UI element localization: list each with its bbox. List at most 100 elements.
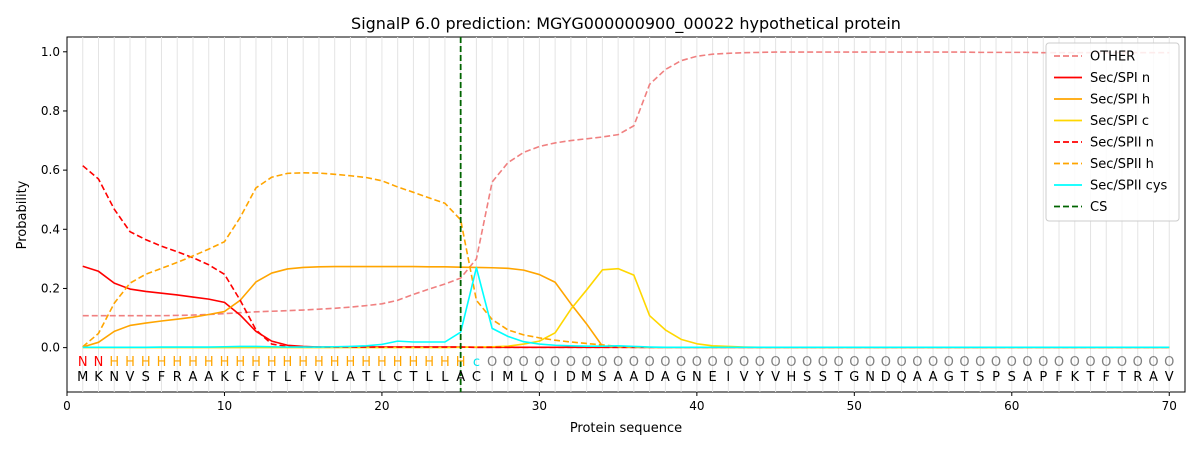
region-label: H [440, 355, 450, 370]
region-label: O [786, 355, 796, 370]
region-label: O [1133, 355, 1143, 370]
sequence-residue: M [581, 370, 592, 385]
sequence-residue: A [189, 370, 198, 385]
sequence-residue: A [1149, 370, 1158, 385]
sequence-residue: A [913, 370, 922, 385]
region-label: O [1117, 355, 1127, 370]
sequence-residue: S [803, 370, 811, 385]
legend-label: Sec/SPI n [1090, 71, 1150, 86]
sequence-residue: N [692, 370, 702, 385]
sequence-residue: A [204, 370, 213, 385]
series-line-sec-spi-c [82, 267, 1170, 349]
sequence-residue: Y [755, 370, 764, 385]
sequence-residue: L [426, 370, 434, 385]
region-label: O [1054, 355, 1064, 370]
region-label: H [283, 355, 293, 370]
legend-label: Sec/SPII h [1090, 157, 1154, 172]
sequence-residue: A [456, 370, 465, 385]
region-label: O [1070, 355, 1080, 370]
region-label: O [487, 355, 497, 370]
sequence-residue: I [490, 370, 494, 385]
sequence-residue: G [849, 370, 859, 385]
grid-lines [82, 37, 1170, 392]
sequence-residue: T [1086, 370, 1095, 385]
x-axis: 0 10 20 30 40 50 60 70 [63, 392, 1177, 413]
region-label: O [1022, 355, 1032, 370]
region-label: H [393, 355, 403, 370]
sequence-residue: I [726, 370, 730, 385]
sequence-residue: M [77, 370, 88, 385]
sequence-residue: T [408, 370, 417, 385]
region-label: H [267, 355, 277, 370]
region-label: H [172, 355, 182, 370]
region-label: O [849, 355, 859, 370]
sequence-residue: L [378, 370, 386, 385]
sequence-residue: L [520, 370, 528, 385]
region-label: O [1164, 355, 1174, 370]
region-label: O [975, 355, 985, 370]
sequence-residue: Q [896, 370, 906, 385]
sequence-residue: L [441, 370, 449, 385]
region-label: O [865, 355, 875, 370]
region-label: O [723, 355, 733, 370]
sequence-residue: C [472, 370, 481, 385]
region-label: H [188, 355, 198, 370]
sequence-residue: K [94, 370, 103, 385]
region-label: O [692, 355, 702, 370]
sequence-residue: T [834, 370, 843, 385]
region-label: H [220, 355, 230, 370]
sequence-residue: A [929, 370, 938, 385]
region-label: O [645, 355, 655, 370]
region-label: H [141, 355, 151, 370]
region-label: H [456, 355, 466, 370]
region-label: O [833, 355, 843, 370]
x-tick-label: 30 [532, 399, 547, 413]
region-label: H [235, 355, 245, 370]
sequence-residue: A [346, 370, 355, 385]
y-tick-label: 0.2 [41, 281, 60, 295]
legend-box [1045, 42, 1180, 222]
region-label: H [314, 355, 324, 370]
sequence-residue: N [865, 370, 875, 385]
y-axis: 0.0 0.2 0.4 0.6 0.8 1.0 [41, 45, 67, 355]
sequence-residue: V [126, 370, 135, 385]
sequence-residue: Q [534, 370, 544, 385]
region-label: O [928, 355, 938, 370]
sequence-residue: G [944, 370, 954, 385]
region-label: N [78, 355, 88, 370]
plot-area [66, 36, 1186, 393]
region-label: O [534, 355, 544, 370]
sequence-residue: A [629, 370, 638, 385]
region-label: O [1038, 355, 1048, 370]
region-label: H [125, 355, 135, 370]
sequence-residue: R [173, 370, 182, 385]
region-label: O [818, 355, 828, 370]
x-tick-label: 50 [847, 399, 862, 413]
sequence-residue: T [960, 370, 969, 385]
region-label: O [550, 355, 560, 370]
region-label: H [204, 355, 214, 370]
sequence-residue: M [502, 370, 513, 385]
sequence-residue: S [598, 370, 606, 385]
sequence-residue: L [331, 370, 339, 385]
region-label: H [409, 355, 419, 370]
x-axis-label: Protein sequence [570, 421, 682, 436]
region-label: O [660, 355, 670, 370]
sequence-residue: F [158, 370, 165, 385]
sequence-residue: S [976, 370, 984, 385]
sequence-residue: S [819, 370, 827, 385]
series-line-sec-spi-h [82, 265, 1170, 349]
sequence-residue: R [1133, 370, 1142, 385]
sequence-residue: V [1165, 370, 1174, 385]
sequence-residue: T [361, 370, 370, 385]
region-label: O [802, 355, 812, 370]
region-label: O [1085, 355, 1095, 370]
series-line-sec-spi-n [82, 265, 1170, 349]
legend-label: Sec/SPII n [1090, 136, 1154, 151]
sequence-residue: D [566, 370, 576, 385]
x-tick-label: 20 [374, 399, 389, 413]
region-label: O [991, 355, 1001, 370]
sequence-residue: F [1055, 370, 1062, 385]
legend-label: Sec/SPI c [1090, 114, 1149, 129]
